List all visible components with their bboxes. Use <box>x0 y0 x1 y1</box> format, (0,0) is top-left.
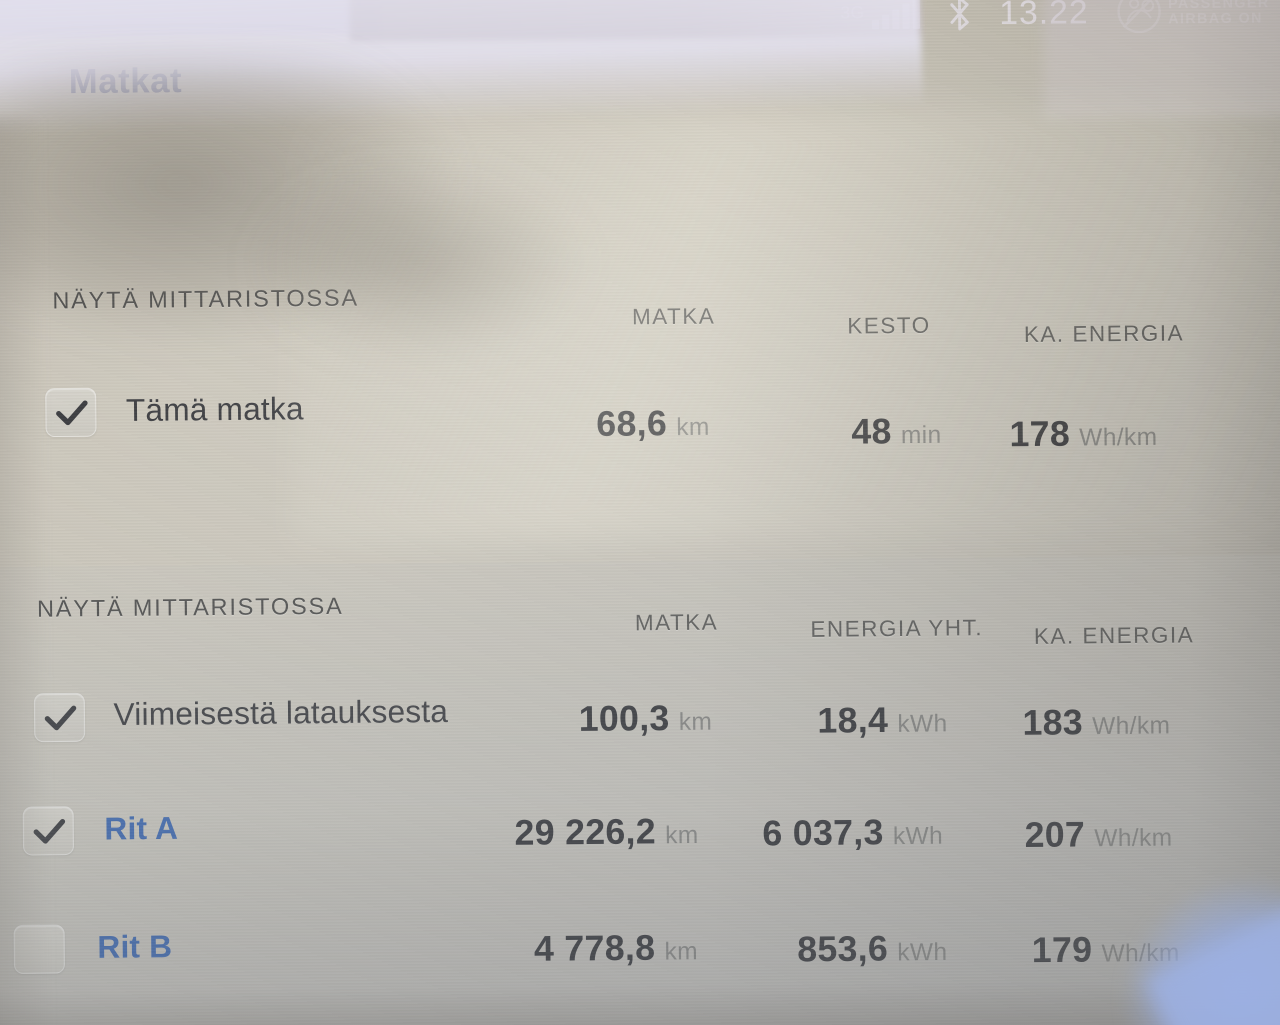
cell-avg-energy-value: 183 <box>1022 702 1084 743</box>
page-title: Matkat <box>68 61 183 102</box>
airbag-label-line2: AIRBAG ON <box>1168 9 1263 27</box>
column-header-kesto: KESTO <box>847 312 931 339</box>
cell-total-energy-value: 853,6 <box>797 928 889 970</box>
cell-distance: 29 226,2 km <box>514 811 698 854</box>
cell-distance-value: 29 226,2 <box>514 811 657 853</box>
section-odometer-trips: NÄYTÄ MITTARISTOSSA MATKA ENERGIA YHT. K… <box>0 563 1280 974</box>
check-icon <box>56 400 88 426</box>
row-label-rit-a[interactable]: Rit A <box>104 810 179 847</box>
table-row[interactable]: Rit B 4 778,8 km 853,6 kWh 179 Wh/km <box>0 563 1280 974</box>
cell-total-energy: 853,6 kWh <box>797 928 948 970</box>
cell-duration-value: 48 <box>851 411 892 452</box>
cell-total-energy-value: 18,4 <box>817 700 889 741</box>
cell-avg-energy-value: 178 <box>1009 414 1071 455</box>
show-in-cluster-header: NÄYTÄ MITTARISTOSSA <box>36 592 344 622</box>
cell-distance-value: 100,3 <box>578 698 670 740</box>
cell-duration-unit: min <box>900 421 942 450</box>
cell-avg-energy-value: 179 <box>1031 929 1093 971</box>
cell-avg-energy-unit: Wh/km <box>1101 939 1180 968</box>
passenger-airbag-indicator: PASSENGER AIRBAG ON <box>1115 0 1270 35</box>
row-label-viimeisesta-latauksesta[interactable]: Viimeisestä latauksesta <box>113 693 449 733</box>
column-header-ka-energia: KA. ENERGIA <box>1023 320 1185 348</box>
cell-total-energy-unit: kWh <box>897 938 948 967</box>
table-row[interactable]: Rit A 29 226,2 km 6 037,3 kWh 207 Wh/km <box>0 563 1280 856</box>
column-header-row: NÄYTÄ MITTARISTOSSA MATKA ENERGIA YHT. K… <box>0 563 1280 649</box>
cell-total-energy-value: 6 037,3 <box>762 812 884 854</box>
row-label-rit-b[interactable]: Rit B <box>97 928 173 965</box>
cell-distance: 4 778,8 km <box>534 928 698 970</box>
check-icon <box>33 818 66 844</box>
cell-distance-unit: km <box>678 708 713 737</box>
cell-total-energy: 6 037,3 kWh <box>762 812 943 855</box>
column-header-matka: MATKA <box>634 609 719 636</box>
row-checkbox-rit-a[interactable] <box>22 806 75 856</box>
signal-bars-icon <box>871 0 920 30</box>
cell-avg-energy-unit: Wh/km <box>1092 711 1171 741</box>
cell-total-energy-unit: kWh <box>892 822 944 851</box>
row-checkbox-viimeisesta-latauksesta[interactable] <box>33 692 86 743</box>
cell-duration: 48 min <box>851 411 942 453</box>
network-status: 3G <box>840 0 920 30</box>
table-row[interactable]: Viimeisestä latauksesta 100,3 km 18,4 kW… <box>0 563 1280 743</box>
column-header-matka: MATKA <box>631 303 716 330</box>
cell-total-energy-unit: kWh <box>897 709 948 739</box>
passenger-airbag-icon <box>1116 0 1161 34</box>
cell-avg-energy-unit: Wh/km <box>1094 824 1173 853</box>
section-current-trip: NÄYTÄ MITTARISTOSSA MATKA KESTO KA. ENER… <box>0 275 1280 454</box>
check-icon <box>44 705 77 731</box>
column-header-ka-energia: KA. ENERGIA <box>1033 621 1195 649</box>
clock-time: 13.22 <box>999 0 1089 32</box>
cell-avg-energy: 207 Wh/km <box>1024 814 1172 856</box>
cell-distance: 100,3 km <box>579 698 713 740</box>
cell-avg-energy: 178 Wh/km <box>1009 413 1157 455</box>
network-type-label: 3G <box>840 2 865 23</box>
cell-total-energy: 18,4 kWh <box>817 700 947 742</box>
column-header-row: NÄYTÄ MITTARISTOSSA MATKA KESTO KA. ENER… <box>0 275 1280 347</box>
title-bar: Matkat <box>0 37 1280 123</box>
cell-distance-unit: km <box>664 937 699 966</box>
cell-distance-value: 4 778,8 <box>533 928 656 969</box>
cell-distance-unit: km <box>676 413 710 442</box>
row-checkbox-tama-matka[interactable] <box>45 387 97 438</box>
show-in-cluster-header: NÄYTÄ MITTARISTOSSA <box>52 284 360 314</box>
column-header-energia-yht: ENERGIA YHT. <box>810 614 984 642</box>
row-label-tama-matka[interactable]: Tämä matka <box>125 390 304 429</box>
cell-avg-energy: 183 Wh/km <box>1022 702 1170 744</box>
table-row[interactable]: Tämä matka 68,6 km 48 min 178 Wh/km <box>0 275 1280 454</box>
cell-distance-value: 68,6 <box>596 403 668 445</box>
bluetooth-icon <box>946 0 973 31</box>
cell-avg-energy-unit: Wh/km <box>1079 423 1158 452</box>
cell-distance-unit: km <box>665 821 699 850</box>
cell-avg-energy: 179 Wh/km <box>1032 929 1180 971</box>
cell-avg-energy-value: 207 <box>1024 814 1086 856</box>
cell-distance: 68,6 km <box>596 403 710 445</box>
row-checkbox-rit-b[interactable] <box>13 924 66 974</box>
